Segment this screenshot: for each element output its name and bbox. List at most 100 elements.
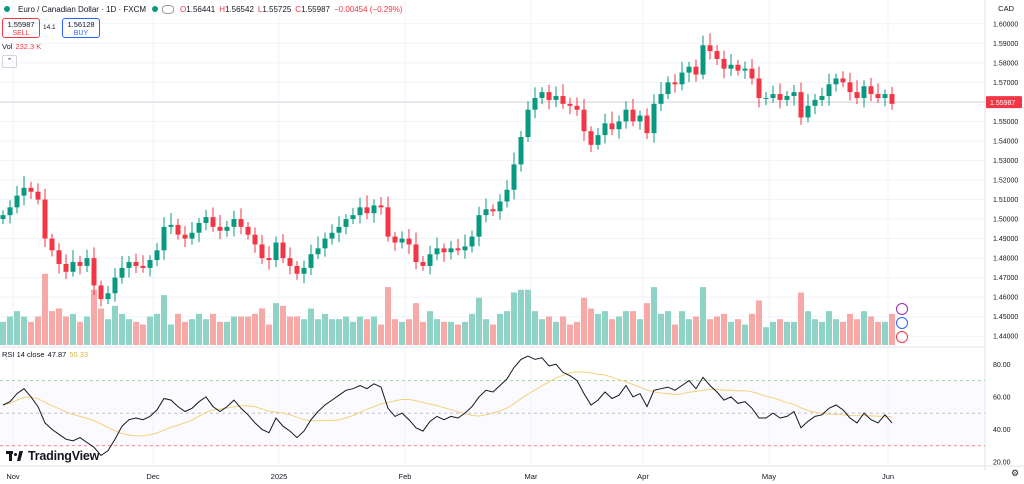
candle-body bbox=[413, 244, 419, 263]
candle-body bbox=[868, 86, 874, 95]
rsi-ma-line bbox=[2, 371, 893, 437]
candle-body bbox=[175, 224, 181, 235]
price-tick-label: 1.44000 bbox=[993, 334, 1018, 341]
volume-bar bbox=[707, 319, 713, 345]
candle-body bbox=[91, 258, 97, 286]
volume-bar bbox=[882, 321, 888, 345]
candle-body bbox=[357, 207, 363, 216]
volume-bar bbox=[651, 287, 657, 345]
lightning-icon[interactable] bbox=[896, 303, 908, 315]
candle-body bbox=[112, 277, 118, 294]
candle-body bbox=[777, 94, 783, 100]
candle-body bbox=[658, 94, 664, 104]
volume-bar bbox=[154, 313, 160, 345]
buy-button[interactable]: 1.56128 BUY bbox=[62, 18, 100, 38]
candle-body bbox=[70, 262, 76, 272]
price-tick-label: 1.52000 bbox=[993, 178, 1018, 185]
candle-body bbox=[553, 96, 559, 100]
candle-body bbox=[728, 64, 734, 69]
volume-bar bbox=[105, 319, 111, 345]
volume-bar bbox=[637, 319, 643, 345]
time-tick-label: Feb bbox=[399, 472, 412, 481]
candle-body bbox=[308, 254, 314, 268]
candle-body bbox=[805, 105, 811, 118]
volume-bar bbox=[364, 319, 370, 345]
volume-bar bbox=[546, 316, 552, 345]
candle-body bbox=[280, 242, 286, 259]
candle-body bbox=[525, 109, 531, 138]
rsi-tick-label: 40.00 bbox=[993, 427, 1011, 434]
gear-icon[interactable]: ⚙ bbox=[1010, 468, 1020, 478]
volume-bar bbox=[630, 311, 636, 345]
volume-bar bbox=[238, 316, 244, 345]
candle-body bbox=[441, 248, 447, 253]
volume-bar bbox=[91, 289, 97, 345]
price-tick-label: 1.53000 bbox=[993, 158, 1018, 165]
volume-bar bbox=[231, 316, 237, 345]
volume-bar bbox=[826, 311, 832, 345]
volume-bar bbox=[616, 316, 622, 345]
candle-body bbox=[105, 293, 111, 300]
volume-bar bbox=[308, 308, 314, 345]
candle-body bbox=[294, 265, 300, 274]
candle-body bbox=[490, 209, 496, 212]
candle-body bbox=[0, 215, 6, 220]
volume-bar bbox=[434, 319, 440, 345]
volume-bar bbox=[84, 316, 90, 345]
volume-bar bbox=[791, 321, 797, 345]
volume-bar bbox=[357, 316, 363, 345]
candle-body bbox=[616, 121, 622, 130]
candle-body bbox=[49, 238, 55, 251]
volume-bar bbox=[217, 321, 223, 345]
volume-bar bbox=[581, 297, 587, 345]
candle-body bbox=[497, 201, 503, 212]
candle-body bbox=[42, 199, 48, 239]
last-price-badge bbox=[986, 96, 1022, 109]
volume-bar bbox=[182, 321, 188, 345]
eye-icon[interactable] bbox=[162, 4, 175, 14]
volume-bar bbox=[462, 321, 468, 345]
sell-label: SELL bbox=[12, 30, 30, 37]
ohlc-close: C1.55987 bbox=[295, 4, 330, 14]
last-price-label: 1.55987 bbox=[990, 100, 1015, 107]
market-open-icon bbox=[152, 6, 159, 12]
rsi-tick-label: 20.00 bbox=[993, 460, 1011, 467]
volume-bar bbox=[567, 324, 573, 345]
sell-button[interactable]: 1.55987 SELL bbox=[2, 18, 40, 38]
volume-bar bbox=[392, 319, 398, 345]
candle-body bbox=[273, 242, 279, 261]
candle-body bbox=[651, 103, 657, 134]
candle-body bbox=[693, 66, 699, 75]
volume-bar bbox=[455, 324, 461, 345]
currency-label[interactable]: CAD bbox=[998, 4, 1014, 13]
candle-body bbox=[637, 115, 643, 122]
candle-body bbox=[742, 68, 748, 71]
candle-body bbox=[189, 232, 195, 239]
arrows-icon[interactable] bbox=[896, 331, 908, 343]
circle-icon[interactable] bbox=[896, 317, 908, 329]
legend-header: Euro / Canadian Dollar · 1D · FXCM O1.56… bbox=[0, 0, 406, 18]
volume-bar bbox=[700, 287, 706, 345]
candle-body bbox=[392, 236, 398, 243]
candle-body bbox=[448, 248, 454, 253]
volume-bar bbox=[847, 313, 853, 345]
volume-bar bbox=[7, 316, 13, 345]
volume-bar bbox=[42, 273, 48, 345]
price-tick-label: 1.57000 bbox=[993, 80, 1018, 87]
volume-bar bbox=[70, 313, 76, 345]
rsi-ma-value: 50.33 bbox=[69, 350, 89, 359]
candle-body bbox=[532, 97, 538, 110]
volume-bar bbox=[525, 289, 531, 345]
candle-body bbox=[770, 94, 776, 98]
candle-body bbox=[707, 45, 713, 52]
volume-bar bbox=[805, 311, 811, 345]
symbol-title[interactable]: Euro / Canadian Dollar · 1D · FXCM bbox=[18, 4, 147, 14]
tradingview-logo[interactable]: TradingView bbox=[6, 449, 99, 463]
volume-bar bbox=[504, 311, 510, 345]
candle-body bbox=[343, 219, 349, 227]
volume-bar bbox=[686, 319, 692, 345]
collapse-chevron-icon[interactable]: ⌃ bbox=[2, 55, 17, 68]
candle-body bbox=[854, 92, 860, 98]
candle-body bbox=[196, 222, 202, 233]
